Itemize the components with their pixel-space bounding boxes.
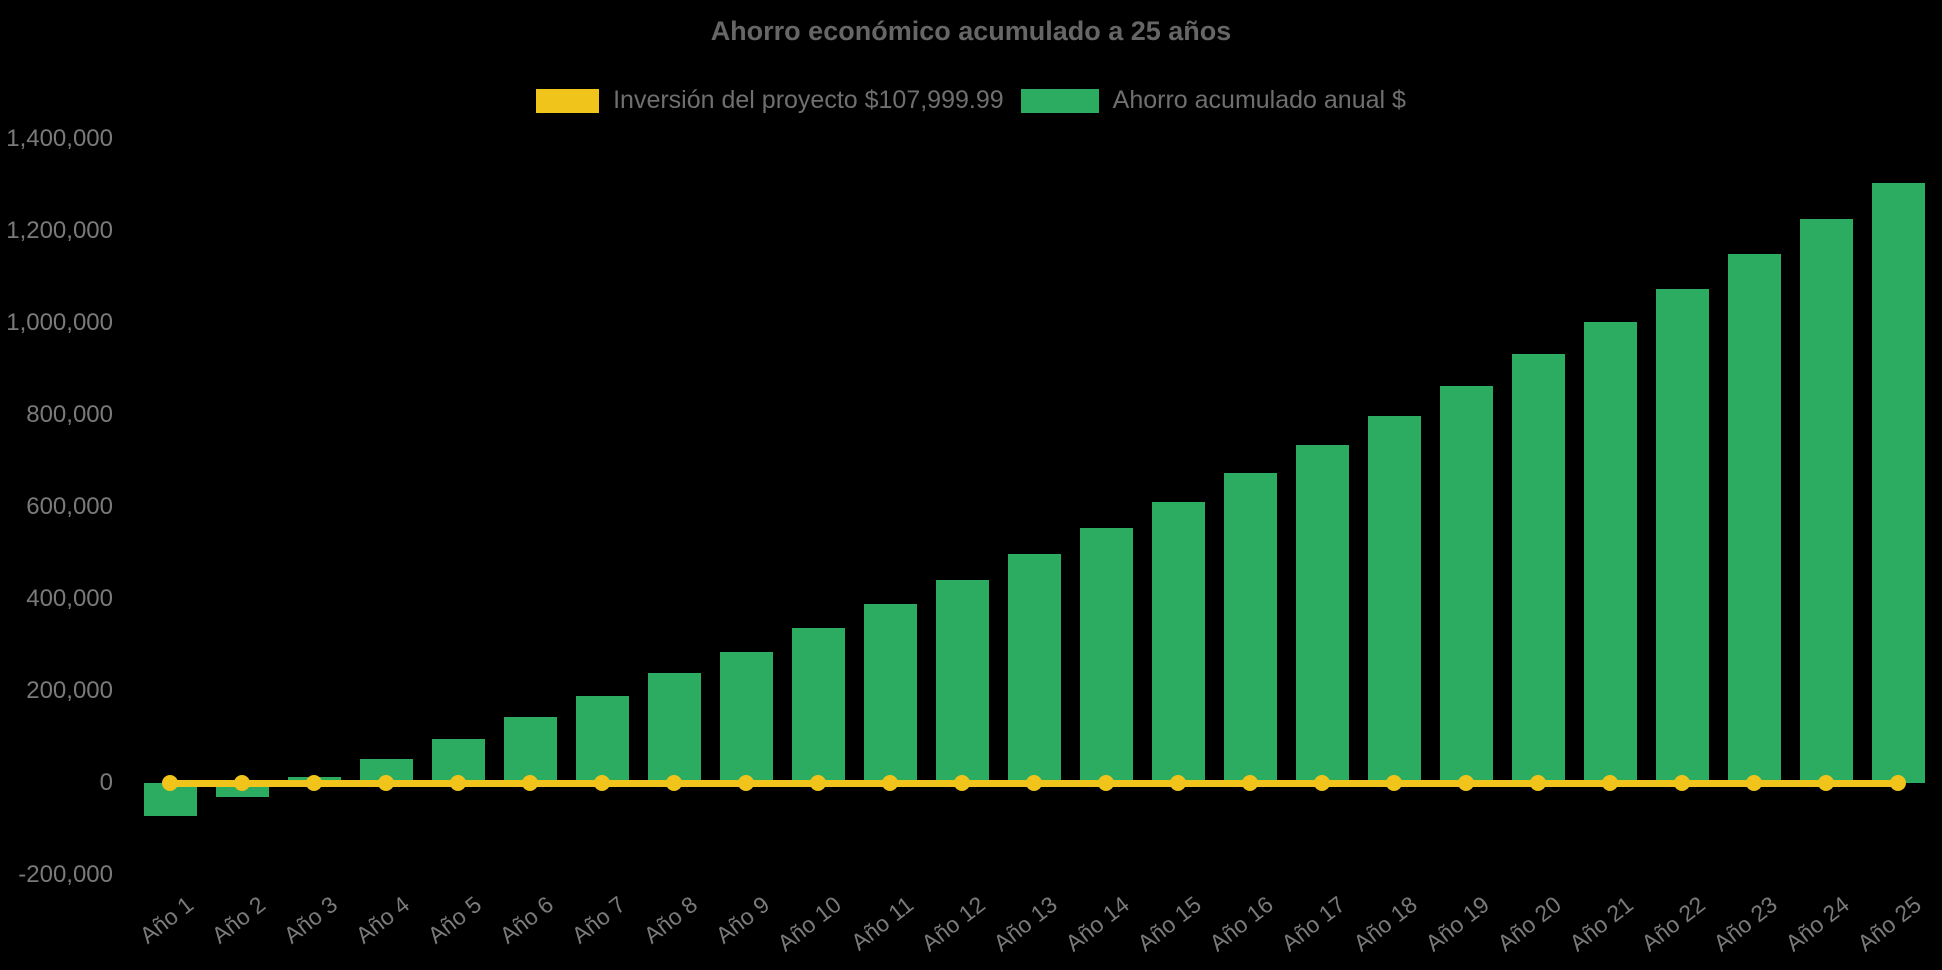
chart-title: Ahorro económico acumulado a 25 años <box>710 16 1232 46</box>
y-tick-label: -200,000 <box>18 861 113 888</box>
x-tick-label-ano-24: Año 24 <box>1780 891 1855 957</box>
x-tick-label-ano-12: Año 12 <box>916 891 991 957</box>
bar-ano-7[interactable] <box>576 696 629 783</box>
line-marker-ano-17[interactable] <box>1314 775 1330 791</box>
line-marker-ano-20[interactable] <box>1530 775 1546 791</box>
x-tick-label-ano-25: Año 25 <box>1852 891 1927 957</box>
line-marker-ano-21[interactable] <box>1602 775 1618 791</box>
y-tick-label: 800,000 <box>26 401 113 428</box>
bar-ano-23[interactable] <box>1728 254 1781 783</box>
bar-ano-19[interactable] <box>1440 386 1493 783</box>
line-marker-ano-9[interactable] <box>738 775 754 791</box>
x-tick-label-ano-7: Año 7 <box>566 891 631 949</box>
line-marker-ano-25[interactable] <box>1890 775 1906 791</box>
y-tick-label: 600,000 <box>26 493 113 520</box>
line-marker-ano-5[interactable] <box>450 775 466 791</box>
line-marker-ano-15[interactable] <box>1170 775 1186 791</box>
legend-swatch-inversion <box>536 88 600 113</box>
line-marker-ano-24[interactable] <box>1818 775 1834 791</box>
line-marker-ano-18[interactable] <box>1386 775 1402 791</box>
line-marker-ano-19[interactable] <box>1458 775 1474 791</box>
line-marker-ano-1[interactable] <box>162 775 178 791</box>
line-marker-ano-16[interactable] <box>1242 775 1258 791</box>
bar-ano-8[interactable] <box>648 673 701 783</box>
x-tick-label-ano-15: Año 15 <box>1132 891 1207 957</box>
line-marker-ano-4[interactable] <box>378 775 394 791</box>
x-tick-label-ano-2: Año 2 <box>206 891 271 949</box>
x-tick-label-ano-8: Año 8 <box>638 891 703 949</box>
line-marker-ano-13[interactable] <box>1026 775 1042 791</box>
y-tick-label: 1,200,000 <box>6 217 113 244</box>
x-tick-label-ano-20: Año 20 <box>1492 891 1567 957</box>
bar-ano-21[interactable] <box>1584 322 1637 783</box>
legend: Inversión del proyecto $107,999.99 Ahorr… <box>0 86 1942 115</box>
x-tick-label-ano-22: Año 22 <box>1636 891 1711 957</box>
line-marker-ano-7[interactable] <box>594 775 610 791</box>
line-marker-ano-11[interactable] <box>882 775 898 791</box>
x-tick-label-ano-17: Año 17 <box>1276 891 1351 957</box>
bar-ano-17[interactable] <box>1296 445 1349 783</box>
bar-ano-20[interactable] <box>1512 354 1565 783</box>
y-tick-label: 1,000,000 <box>6 309 113 336</box>
line-marker-ano-14[interactable] <box>1098 775 1114 791</box>
x-tick-label-ano-3: Año 3 <box>278 891 343 949</box>
x-tick-label-ano-13: Año 13 <box>988 891 1063 957</box>
legend-label-inversion: Inversión del proyecto $107,999.99 <box>613 86 1004 114</box>
x-tick-label-ano-14: Año 14 <box>1060 891 1135 957</box>
bar-ano-22[interactable] <box>1656 289 1709 783</box>
bar-ano-9[interactable] <box>720 652 773 783</box>
x-tick-label-ano-21: Año 21 <box>1564 891 1639 957</box>
legend-label-ahorro: Ahorro acumulado anual $ <box>1112 86 1406 114</box>
x-tick-label-ano-5: Año 5 <box>422 891 487 949</box>
y-tick-label: 0 <box>99 769 113 796</box>
x-tick-label-ano-11: Año 11 <box>845 891 919 956</box>
y-tick-label: 200,000 <box>26 677 113 704</box>
bar-ano-16[interactable] <box>1224 473 1277 783</box>
x-tick-label-ano-4: Año 4 <box>350 891 415 949</box>
bar-ano-13[interactable] <box>1008 554 1061 783</box>
y-tick-label: 400,000 <box>26 585 113 612</box>
bar-ano-18[interactable] <box>1368 416 1421 783</box>
x-tick-label-ano-10: Año 10 <box>772 891 847 957</box>
line-marker-ano-22[interactable] <box>1674 775 1690 791</box>
legend-swatch-ahorro <box>1020 88 1099 113</box>
line-marker-ano-10[interactable] <box>810 775 826 791</box>
line-marker-ano-12[interactable] <box>954 775 970 791</box>
line-marker-ano-2[interactable] <box>234 775 250 791</box>
x-tick-label-ano-6: Año 6 <box>494 891 559 949</box>
bar-ano-6[interactable] <box>504 717 557 783</box>
bar-ano-10[interactable] <box>792 628 845 783</box>
bar-ano-11[interactable] <box>864 604 917 783</box>
line-marker-ano-23[interactable] <box>1746 775 1762 791</box>
bar-ano-12[interactable] <box>936 580 989 783</box>
line-marker-ano-8[interactable] <box>666 775 682 791</box>
x-tick-label-ano-19: Año 19 <box>1420 891 1495 957</box>
bar-ano-14[interactable] <box>1080 528 1133 783</box>
bar-ano-24[interactable] <box>1800 219 1853 783</box>
line-marker-ano-6[interactable] <box>522 775 538 791</box>
x-tick-label-ano-18: Año 18 <box>1348 891 1423 957</box>
x-tick-label-ano-1: Año 1 <box>134 891 199 949</box>
line-marker-ano-3[interactable] <box>306 775 322 791</box>
bar-ano-25[interactable] <box>1872 183 1925 783</box>
x-tick-label-ano-16: Año 16 <box>1204 891 1279 957</box>
bar-ano-15[interactable] <box>1152 502 1205 783</box>
x-tick-label-ano-23: Año 23 <box>1708 891 1783 957</box>
legend-item-ahorro[interactable]: Ahorro acumulado anual $ <box>1020 86 1406 115</box>
x-tick-label-ano-9: Año 9 <box>710 891 775 949</box>
legend-item-inversion[interactable]: Inversión del proyecto $107,999.99 <box>536 86 1004 115</box>
y-tick-label: 1,400,000 <box>6 125 113 152</box>
